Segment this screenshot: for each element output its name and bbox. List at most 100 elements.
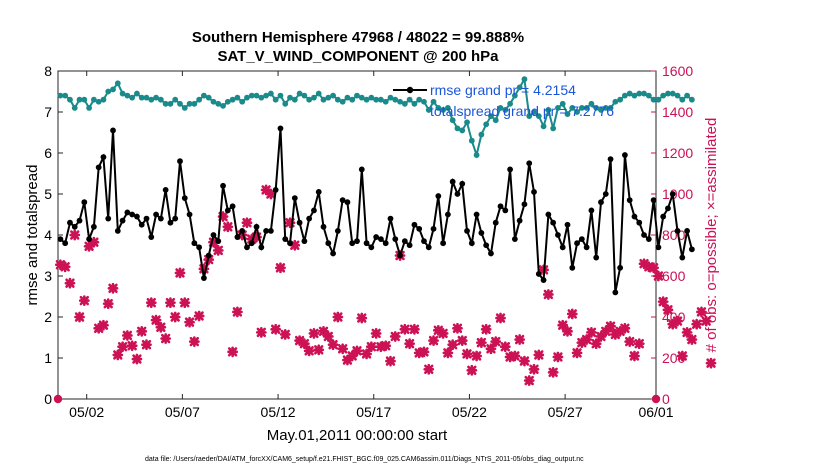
- obs-point: [624, 336, 636, 347]
- obs-point: [552, 351, 564, 363]
- series-point: [181, 195, 188, 202]
- series-point: [430, 225, 437, 232]
- series-point: [57, 92, 64, 99]
- series-point: [224, 207, 231, 214]
- series-point: [339, 197, 346, 204]
- y2-tick-label: 1000: [662, 186, 693, 202]
- y-tick-label: 6: [44, 145, 52, 161]
- obs-point: [633, 338, 645, 350]
- y-axis-label: rmse and totalspread: [24, 165, 41, 306]
- obs-point: [528, 363, 540, 375]
- obs-point: [55, 259, 66, 271]
- series-point: [110, 86, 116, 93]
- obs-point: [447, 339, 459, 351]
- series-point: [201, 275, 207, 281]
- series-point: [81, 199, 88, 206]
- series-point: [636, 90, 643, 97]
- series-point: [526, 113, 533, 119]
- series-point: [574, 240, 580, 247]
- series-point: [641, 232, 647, 238]
- obs-point: [490, 336, 502, 347]
- obs-point: [107, 282, 119, 294]
- obs-point: [188, 336, 200, 347]
- series-point: [86, 236, 92, 243]
- series-point: [459, 180, 466, 187]
- obs-point: [279, 329, 291, 340]
- obs-point: [605, 320, 616, 332]
- series-point: [157, 215, 164, 222]
- obs-point: [700, 315, 712, 327]
- series-point: [674, 92, 681, 99]
- y-tick-label: 1: [44, 350, 52, 366]
- chart-subtitle: SAT_V_WIND_COMPONENT @ 200 hPa: [217, 48, 499, 65]
- series-point: [660, 92, 667, 99]
- legend-spread-label: totalspread grand pr = 7.2776: [430, 103, 614, 119]
- series-point: [100, 154, 107, 161]
- series-point: [378, 96, 384, 103]
- series-point: [201, 92, 207, 99]
- obs-point: [648, 262, 659, 274]
- x-tick-label: 05/07: [165, 404, 200, 420]
- obs-point: [136, 325, 148, 337]
- obs-point: [499, 341, 511, 353]
- obs-point: [409, 323, 420, 335]
- obs-point: [428, 335, 439, 346]
- y-tick-label: 7: [44, 104, 52, 120]
- series-point: [688, 96, 695, 103]
- series-point: [358, 166, 365, 173]
- obs-point: [126, 340, 138, 352]
- y-tick-label: 5: [44, 186, 52, 202]
- obs-point: [346, 350, 358, 362]
- obs-point: [150, 314, 162, 326]
- series-point: [196, 244, 203, 251]
- series-point: [421, 238, 427, 245]
- obs-point: [275, 262, 286, 274]
- series-point: [373, 234, 380, 240]
- series-point: [406, 96, 413, 103]
- x-axis-ticks: 05/02 05/07 05/12 05/17 05/22 05/27 06/01: [69, 71, 674, 420]
- series-point: [162, 100, 169, 107]
- series-point: [550, 125, 557, 132]
- series-point: [488, 250, 494, 257]
- obs-point: [289, 239, 301, 251]
- obs-point: [686, 334, 698, 345]
- series-point: [105, 88, 112, 95]
- x-axis-label: May.01,2011 00:00:00 start: [267, 427, 448, 444]
- series-point: [177, 158, 183, 165]
- series-point: [535, 271, 542, 277]
- series-point: [507, 166, 513, 173]
- obs-point: [327, 339, 339, 351]
- series-point: [167, 100, 174, 107]
- obs-point: [590, 338, 602, 350]
- obs-point: [337, 343, 349, 355]
- series-point: [545, 107, 552, 113]
- obs-point: [676, 350, 688, 362]
- series-point: [248, 240, 255, 247]
- series-point: [95, 164, 102, 171]
- obs-point: [653, 270, 664, 282]
- obs-point: [581, 334, 593, 345]
- series-point: [665, 205, 671, 212]
- series-point: [607, 105, 614, 111]
- obs-point: [385, 355, 396, 367]
- series-point: [435, 105, 442, 111]
- series-point: [578, 236, 585, 243]
- chart-title: Southern Hemisphere 47968 / 48022 = 99.8…: [192, 29, 524, 46]
- obs-point: [160, 333, 172, 344]
- series-point: [387, 215, 394, 222]
- series-point: [406, 242, 413, 249]
- obs-point: [562, 325, 573, 337]
- series-point: [483, 121, 490, 128]
- y-tick-label: 8: [44, 63, 52, 79]
- series-point: [583, 244, 590, 251]
- series-point: [157, 96, 164, 103]
- series-point: [502, 107, 509, 113]
- series-point: [363, 96, 370, 103]
- footer-file-path: data file: /Users/raeder/DAI/ATM_forcXX/…: [145, 456, 584, 463]
- obs-point: [117, 341, 128, 353]
- y2-tick-label: 800: [662, 227, 686, 243]
- series-point: [598, 107, 604, 113]
- obs-point: [64, 277, 76, 289]
- series-point: [401, 100, 408, 107]
- series-point: [76, 96, 83, 103]
